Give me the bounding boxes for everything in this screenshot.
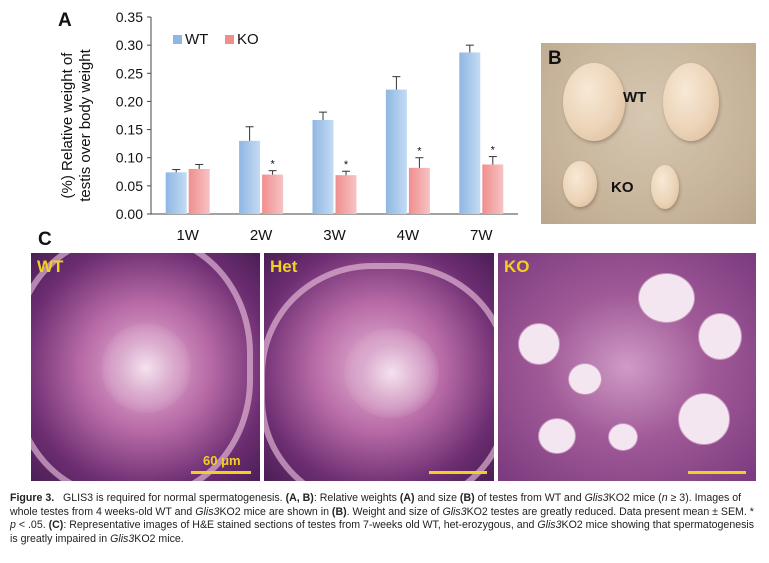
x-tick-label: 7W: [470, 227, 493, 244]
bar-ko-7w: [482, 164, 504, 214]
bar-wt-1w: [165, 172, 187, 214]
bar-ko-1w: [188, 168, 210, 214]
significance-marker: *: [491, 145, 496, 157]
legend-label-wt: WT: [185, 31, 208, 48]
caption-text: KO2 mice (: [608, 492, 662, 504]
histology-het-image: Het: [264, 253, 494, 481]
caption-title: GLIS3 is required for normal spermatogen…: [63, 492, 283, 504]
caption-text: and size: [417, 492, 457, 504]
bar-wt-4w: [385, 89, 407, 214]
caption-ref-ab: (A, B): [285, 492, 314, 504]
caption-gene: Glis3: [584, 492, 609, 504]
histology-label-het: Het: [270, 257, 298, 276]
vacuole: [568, 363, 602, 395]
scale-bar: [688, 471, 746, 474]
figure-caption: Figure 3. GLIS3 is required for normal s…: [10, 492, 758, 546]
vacuole: [678, 393, 730, 445]
y-axis-label-line2: testis over body weight: [77, 48, 94, 201]
bar-wt-3w: [312, 120, 334, 214]
ko-testis-right: [651, 165, 679, 209]
caption-text: < .05.: [18, 519, 46, 532]
caption-ref-a: (A): [399, 492, 415, 504]
legend-swatch-wt: [173, 35, 182, 44]
significance-marker: *: [417, 146, 422, 158]
bar-chart: 0.00 0.05 0.10 0.15 0.20 0.25 0.30 0.35 (%) Rela…: [59, 9, 518, 244]
bar-ko-2w: [262, 174, 284, 214]
y-tick-label: 0.10: [116, 150, 143, 166]
panel-c-letter: C: [38, 229, 52, 250]
significance-marker: *: [270, 159, 275, 171]
y-tick-label: 0.35: [116, 9, 143, 25]
caption-text: ≥ 3). Images of whole testes from 4 week…: [10, 492, 742, 518]
tubule-boundary: [31, 253, 253, 481]
vacuole: [698, 313, 742, 360]
bar-wt-7w: [459, 52, 481, 215]
caption-gene: Glis3: [537, 519, 562, 532]
caption-text: : Representative images of H&E stained s…: [63, 519, 535, 532]
histology-label-ko: KO: [504, 257, 530, 276]
caption-text: KO2 mice are shown in: [219, 505, 329, 518]
vacuole: [608, 423, 638, 451]
caption-gene: Glis3: [442, 505, 467, 518]
x-tick-label: 1W: [176, 227, 199, 244]
caption-text: . Weight and size of: [346, 505, 440, 518]
x-tick-label: 2W: [250, 227, 273, 244]
caption-ref-c: (C): [48, 519, 64, 532]
scale-bar-label: 60 μm: [203, 453, 241, 468]
photo-wt-label: WT: [623, 89, 647, 106]
photo-ko-label: KO: [611, 179, 634, 196]
caption-ref-b: (B): [331, 505, 347, 518]
caption-text: : Relative weights: [313, 492, 397, 504]
caption-ref-b: (B): [459, 492, 475, 504]
x-tick-label: 3W: [323, 227, 346, 244]
y-axis-label-line1: (%) Relative weight of: [59, 52, 76, 199]
scale-bar: [429, 471, 487, 474]
scale-bar: [191, 471, 251, 474]
caption-text: of testes from WT and: [477, 492, 582, 504]
vacuole: [638, 273, 695, 323]
wt-testis-left: [563, 63, 625, 141]
vacuole: [518, 323, 560, 365]
y-tick-label: 0.05: [116, 178, 143, 194]
caption-figure-number: Figure 3.: [10, 492, 55, 504]
testes-photo: WT KO: [541, 43, 756, 224]
wt-testis-right: [663, 63, 719, 141]
caption-n: n: [661, 492, 668, 504]
caption-text: KO2 mice showing that spermatogenesis is…: [10, 519, 755, 545]
histology-wt-image: WT 60 μm: [31, 253, 260, 481]
y-tick-label: 0.20: [116, 93, 143, 109]
x-tick-label: 4W: [397, 227, 420, 244]
y-tick-label: 0.15: [116, 122, 143, 138]
tubule-lumen: [101, 323, 191, 413]
panel-a-letter: A: [58, 10, 72, 31]
panel-b-letter: B: [548, 48, 562, 69]
caption-gene: Glis3: [195, 505, 220, 518]
bar-ko-3w: [335, 175, 357, 214]
ko-testis-left: [563, 161, 597, 207]
tubule-lumen: [344, 328, 439, 418]
legend-swatch-ko: [225, 35, 234, 44]
histology-label-wt: WT: [37, 257, 64, 276]
caption-text: KO2 testes are greatly reduced. Data pre…: [466, 505, 754, 518]
vacuole: [538, 418, 576, 454]
bar-wt-2w: [239, 140, 261, 214]
legend-label-ko: KO: [237, 31, 259, 48]
caption-gene: Glis3: [110, 532, 135, 545]
y-tick-label: 0.00: [116, 206, 143, 222]
caption-text: KO2 mice.: [134, 532, 184, 545]
histology-ko-image: KO: [498, 253, 756, 481]
significance-marker: *: [344, 159, 349, 171]
caption-p-value: p: [10, 519, 16, 532]
tubule-boundary: [264, 263, 494, 481]
y-tick-label: 0.25: [116, 65, 143, 81]
bar-ko-4w: [408, 167, 430, 214]
y-tick-label: 0.30: [116, 37, 143, 53]
